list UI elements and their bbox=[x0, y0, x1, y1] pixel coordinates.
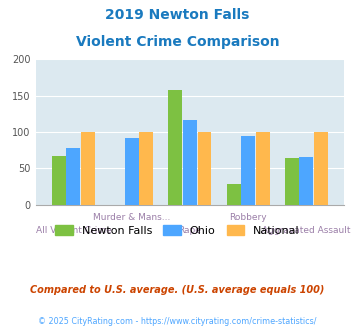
Bar bbox=[256, 132, 270, 205]
Text: Rape: Rape bbox=[179, 226, 201, 235]
Text: Robbery: Robbery bbox=[229, 213, 267, 222]
Bar bbox=[197, 132, 212, 205]
Text: © 2025 CityRating.com - https://www.cityrating.com/crime-statistics/: © 2025 CityRating.com - https://www.city… bbox=[38, 317, 317, 326]
Bar bbox=[241, 136, 255, 205]
Bar bbox=[139, 132, 153, 205]
Text: Compared to U.S. average. (U.S. average equals 100): Compared to U.S. average. (U.S. average … bbox=[30, 285, 325, 295]
Text: Aggravated Assault: Aggravated Assault bbox=[262, 226, 351, 235]
Text: 2019 Newton Falls: 2019 Newton Falls bbox=[105, 8, 250, 22]
Bar bbox=[168, 90, 182, 205]
Text: All Violent Crime: All Violent Crime bbox=[36, 226, 111, 235]
Text: Murder & Mans...: Murder & Mans... bbox=[93, 213, 170, 222]
Bar bbox=[81, 132, 95, 205]
Bar bbox=[125, 138, 139, 205]
Bar bbox=[66, 148, 80, 205]
Bar bbox=[183, 120, 197, 205]
Bar bbox=[52, 156, 66, 205]
Bar bbox=[300, 157, 313, 205]
Bar bbox=[226, 184, 241, 205]
Bar bbox=[314, 132, 328, 205]
Text: Violent Crime Comparison: Violent Crime Comparison bbox=[76, 35, 279, 49]
Legend: Newton Falls, Ohio, National: Newton Falls, Ohio, National bbox=[50, 221, 305, 240]
Bar bbox=[285, 158, 299, 205]
